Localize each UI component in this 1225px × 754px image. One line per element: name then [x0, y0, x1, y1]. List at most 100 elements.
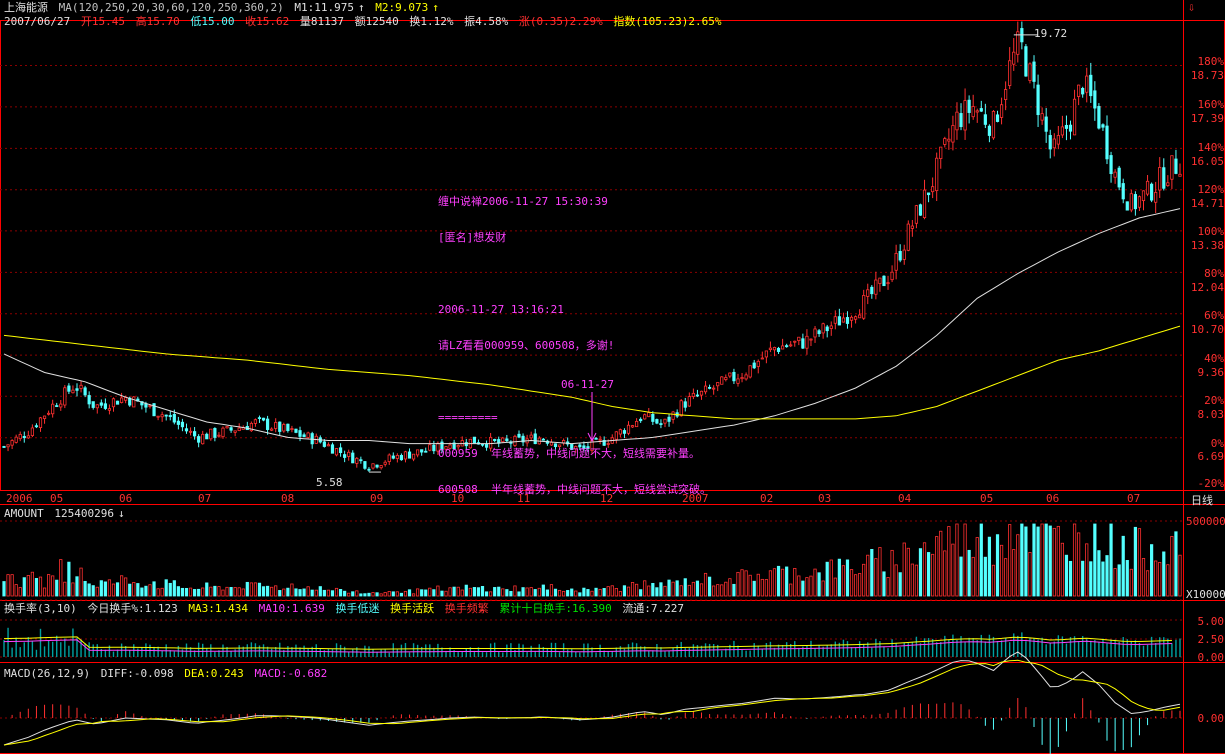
candle-body — [703, 385, 708, 393]
amount-bar — [229, 587, 233, 597]
amount-bar — [890, 549, 894, 597]
amount-bar — [789, 583, 793, 597]
candle-body — [91, 401, 95, 408]
amount-bar — [663, 585, 667, 597]
amount-bar — [999, 544, 1004, 597]
candle-body — [849, 316, 854, 321]
candle-body — [83, 387, 87, 396]
amount-bar — [939, 530, 943, 597]
amount-bar — [91, 585, 95, 597]
down-arrow-icon[interactable]: ⇩ — [1188, 0, 1196, 14]
amount-bar — [184, 587, 189, 597]
candle-body — [59, 403, 63, 408]
candle-body — [1052, 138, 1056, 149]
candle-body — [651, 414, 655, 422]
amount-bar — [1125, 560, 1129, 597]
period-label[interactable]: 日线 — [1191, 494, 1213, 507]
candle-body — [1170, 155, 1174, 180]
candle-body — [939, 146, 943, 159]
amount-bar — [639, 589, 643, 597]
x-tick-label: 10 — [451, 492, 465, 505]
candle-body — [1044, 116, 1048, 132]
amount-bar — [979, 523, 983, 597]
candle-body — [776, 347, 781, 352]
amount-bar — [375, 592, 379, 597]
candle-body — [602, 439, 606, 446]
candle-body — [967, 99, 971, 113]
candle-body — [1158, 167, 1162, 191]
amount-bar — [1077, 532, 1081, 597]
amount-bar — [578, 592, 582, 597]
candle-body — [699, 390, 704, 396]
annotation-line: ========= — [438, 411, 498, 424]
candle-body — [209, 428, 213, 440]
amount-bar — [671, 581, 675, 597]
macd-dea: DEA:0.243 — [184, 667, 244, 680]
amount-bar — [837, 558, 841, 597]
amount-bar — [79, 567, 83, 597]
candle-body — [1056, 135, 1060, 145]
amount-bar — [1024, 526, 1028, 597]
candle-body — [853, 316, 858, 320]
turnover-ma10-line — [3, 639, 1172, 653]
amount-bar — [407, 589, 412, 597]
amount-bar — [505, 589, 509, 597]
x-tick-label: 08 — [281, 492, 295, 505]
candle-body — [1145, 180, 1150, 195]
candle-body — [521, 435, 525, 443]
candle-body — [448, 444, 452, 449]
m2-value: M2:9.073 — [375, 1, 429, 14]
amount-bar — [270, 586, 274, 597]
candle-body — [785, 345, 789, 348]
pct-tick-label: 180% — [1197, 55, 1225, 68]
candle-body — [391, 455, 395, 459]
amount-bar — [570, 588, 574, 597]
amount-bar — [383, 592, 387, 597]
amount-bar — [1105, 555, 1109, 597]
candle-body — [979, 108, 983, 112]
candle-body — [395, 454, 399, 459]
amount-bar — [428, 587, 432, 597]
amount-bar — [1072, 523, 1077, 597]
amount-bar — [606, 586, 610, 597]
amount-bar — [42, 587, 47, 597]
candle-body — [480, 443, 485, 446]
amount-bar — [703, 572, 708, 597]
amount-bar — [720, 584, 724, 597]
quote-header: 2007/06/27 开15.45 高15.70 低15.00 收15.62 量… — [4, 15, 725, 28]
amount-bar — [95, 586, 99, 597]
amount-bar — [424, 589, 428, 597]
amount-bar — [448, 587, 452, 597]
amount-bar — [34, 578, 39, 597]
price-header: 上海能源 MA(120,250,20,30,60,120,250,360,2) … — [4, 1, 439, 14]
candle-body — [858, 314, 862, 319]
candle-body — [1097, 106, 1101, 129]
amount-bar — [1101, 561, 1105, 597]
amount-bar — [67, 561, 71, 597]
amount-bar — [959, 556, 963, 597]
candle-body — [764, 350, 768, 358]
candle-body — [695, 394, 700, 397]
candle-body — [614, 431, 618, 440]
candle-body — [756, 360, 760, 367]
amount-bar — [987, 536, 992, 597]
amount-bar — [870, 548, 874, 597]
candle-body — [606, 443, 610, 445]
candle-body — [663, 418, 667, 424]
candle-body — [140, 401, 144, 406]
candle-body — [1117, 167, 1121, 188]
quote-high: 高15.70 — [135, 15, 180, 28]
x-tick-label: 07 — [1127, 492, 1141, 505]
amount-bar — [322, 589, 326, 597]
amount-bar — [545, 589, 549, 597]
high-label: 19.72 — [1034, 27, 1068, 40]
candle-body — [416, 449, 420, 456]
amount-bar — [574, 590, 578, 597]
macd-diff-line — [3, 651, 1181, 746]
amount-bar — [562, 590, 566, 597]
amount-bar — [598, 588, 602, 597]
amount-bar — [793, 567, 797, 597]
candle-body — [999, 104, 1004, 118]
candle-body — [724, 377, 728, 380]
candle-body — [935, 157, 939, 192]
